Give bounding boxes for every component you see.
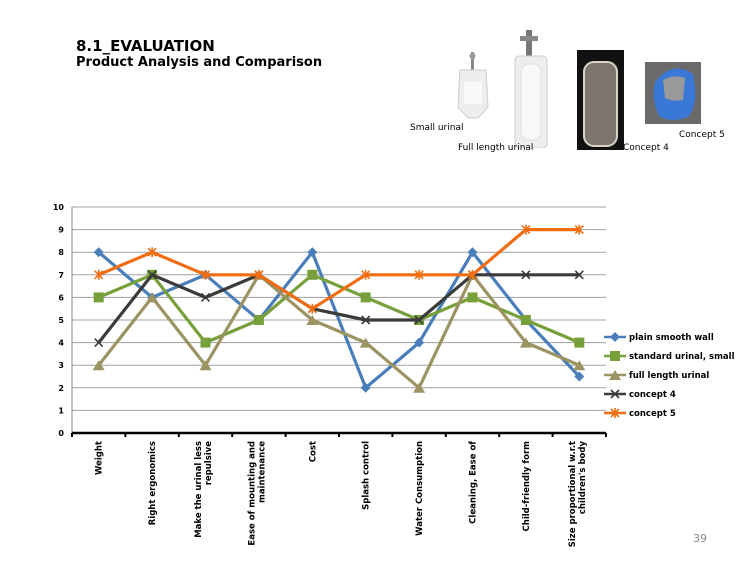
data-point xyxy=(307,303,317,314)
data-point xyxy=(361,269,371,280)
y-tick-label: 5 xyxy=(58,316,64,325)
y-tick-label: 3 xyxy=(58,361,64,370)
small-urinal-image xyxy=(456,52,490,120)
data-point xyxy=(414,269,424,280)
data-point xyxy=(254,269,264,280)
data-point xyxy=(94,338,104,348)
legend-label: standard urinal, small xyxy=(629,352,735,362)
data-point xyxy=(146,292,159,303)
data-point xyxy=(467,269,478,280)
data-point xyxy=(467,247,478,258)
legend-marker xyxy=(609,370,621,380)
y-tick-label: 9 xyxy=(58,226,64,235)
data-point xyxy=(360,382,371,393)
y-tick-label: 7 xyxy=(58,271,64,280)
data-point xyxy=(361,315,371,325)
page-subtitle: Product Analysis and Comparison xyxy=(76,55,323,70)
data-point xyxy=(199,360,212,371)
data-point xyxy=(307,247,318,258)
legend-marker xyxy=(610,351,620,361)
x-tick-label: Right ergonomics xyxy=(148,441,158,525)
page-title: 8.1_EVALUATION xyxy=(76,37,215,55)
data-point xyxy=(307,269,318,280)
small-urinal-caption: Small urinal xyxy=(410,123,464,133)
series-line-full-length-urinal xyxy=(97,273,580,390)
data-point xyxy=(574,337,585,348)
data-point xyxy=(147,270,157,280)
data-point xyxy=(360,292,371,303)
y-tick-label: 10 xyxy=(53,203,65,212)
legend-marker xyxy=(610,332,620,342)
data-point xyxy=(521,270,531,280)
series-line-concept-5 xyxy=(98,228,580,311)
legend-label: concept 4 xyxy=(629,390,676,400)
data-point xyxy=(253,315,264,325)
y-tick-label: 1 xyxy=(58,406,64,415)
y-tick-label: 4 xyxy=(58,339,64,348)
x-tick-label: Weight xyxy=(95,441,105,475)
legend-marker xyxy=(610,389,620,399)
x-tick-label: Make the urinal lessrepulsive xyxy=(194,441,214,538)
x-tick-label: Child-friendly form xyxy=(522,441,532,532)
y-tick-label: 0 xyxy=(58,429,64,438)
data-point xyxy=(147,247,157,258)
legend-label: concept 5 xyxy=(629,409,676,419)
data-point xyxy=(520,315,531,325)
data-point xyxy=(200,292,211,302)
data-point xyxy=(306,315,319,325)
full-length-urinal-image xyxy=(510,30,550,148)
x-tick-label: Size proportional w.r.tchildren's body xyxy=(568,441,588,548)
concept-5-image xyxy=(645,62,701,124)
concept-5-caption: Concept 5 xyxy=(679,130,725,140)
data-point xyxy=(574,270,584,280)
x-tick-label: Cost xyxy=(308,441,318,462)
data-point xyxy=(94,269,104,280)
concept-4-caption: Concept 4 xyxy=(623,143,669,153)
y-tick-label: 2 xyxy=(58,384,64,393)
data-point xyxy=(359,337,372,348)
data-point xyxy=(573,360,586,371)
y-tick-label: 8 xyxy=(58,248,64,257)
y-tick-label: 6 xyxy=(58,293,64,302)
data-point xyxy=(467,292,478,303)
full-length-urinal-caption: Full length urinal xyxy=(458,143,534,153)
data-point xyxy=(574,371,585,382)
concept-4-image xyxy=(577,50,624,150)
x-tick-label: Cleaning, Ease of xyxy=(469,441,479,524)
x-tick-label: Water Consumption xyxy=(415,441,425,536)
data-point xyxy=(413,382,426,393)
data-point xyxy=(519,337,532,348)
x-tick-label: Splash control xyxy=(362,441,372,510)
data-point xyxy=(200,337,211,348)
data-point xyxy=(93,247,104,258)
data-point xyxy=(200,269,211,280)
legend-label: full length urinal xyxy=(629,371,709,381)
legend-marker xyxy=(610,408,620,418)
data-point xyxy=(414,337,425,348)
x-tick-label: Ease of mounting andmaintenance xyxy=(247,441,267,546)
series-line-concept-4 xyxy=(97,273,580,344)
data-point xyxy=(521,224,531,235)
page-number: 39 xyxy=(693,532,707,545)
data-point xyxy=(574,224,584,235)
data-point xyxy=(92,360,105,371)
data-point xyxy=(93,292,104,303)
data-point xyxy=(414,315,424,325)
legend-label: plain smooth wall xyxy=(629,333,714,343)
